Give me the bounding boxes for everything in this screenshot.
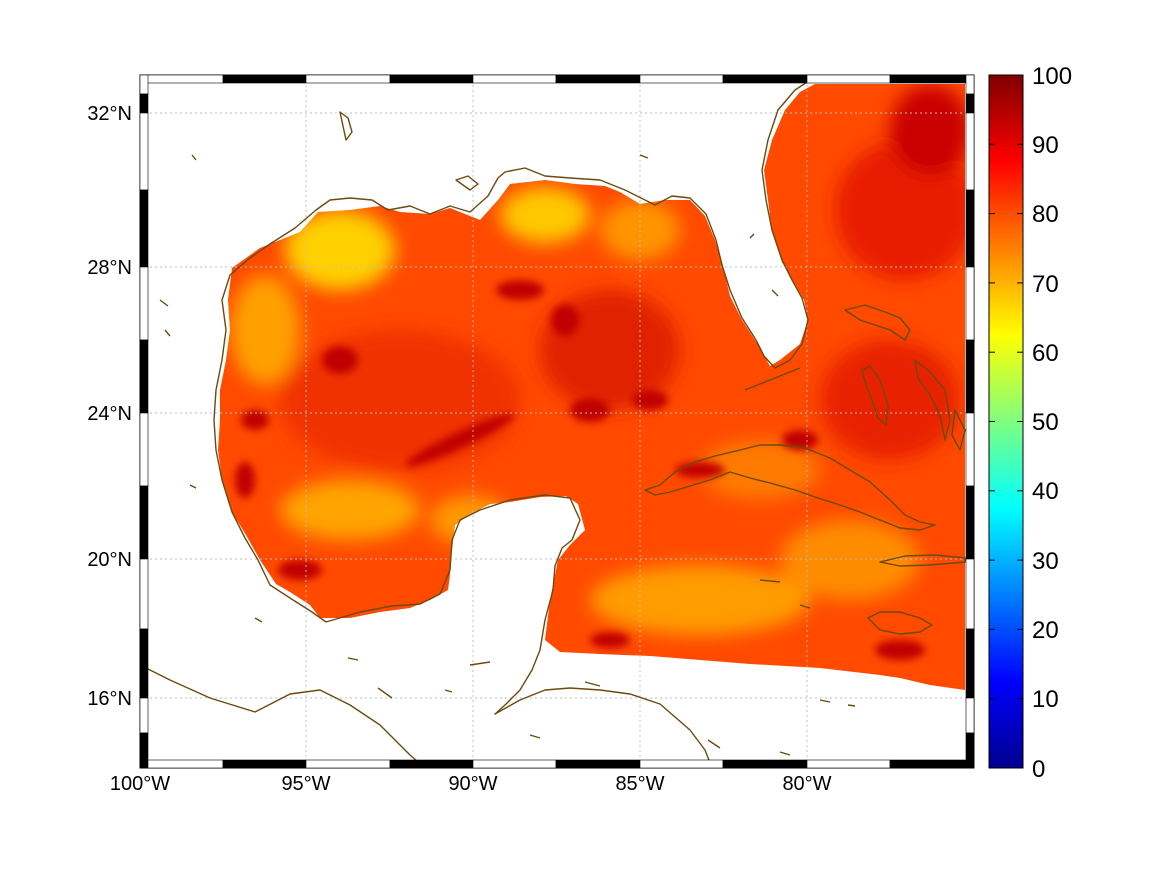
frame-bottom-segment [555, 759, 641, 769]
graticule [140, 75, 974, 768]
frame-right-segment [965, 93, 975, 114]
frame-bottom-segment [472, 759, 557, 769]
frame-bottom-segment [305, 759, 391, 769]
lon-label-80w: 80°W [782, 773, 831, 795]
frame-left-segment [139, 339, 149, 414]
frame-top-segment [555, 74, 641, 84]
frame-top-segment [139, 74, 224, 84]
colorbar-label-50: 50 [1032, 409, 1059, 436]
frame-right-segment [965, 74, 975, 95]
frame-left-segment [139, 697, 149, 734]
colorbar-label-0: 0 [1032, 756, 1045, 783]
frame-left-segment [139, 74, 149, 95]
frame-right-segment [965, 558, 975, 630]
frame-bottom-segment [639, 759, 724, 769]
frame-right-segment [965, 266, 975, 341]
lat-label-24n: 24°N [87, 403, 132, 425]
colorbar-label-100: 100 [1032, 63, 1072, 90]
frame-right-segment [965, 339, 975, 414]
frame-top-segment [639, 74, 724, 84]
frame-top-segment [722, 74, 808, 84]
frame-right-segment [965, 732, 975, 769]
lon-label-90w: 90°W [448, 773, 497, 795]
lat-label-28n: 28°N [87, 257, 132, 279]
colorbar-ticks [989, 74, 1023, 769]
latitude-labels: 32°N 28°N 24°N 20°N 16°N [87, 103, 132, 710]
colorbar-label-40: 40 [1032, 478, 1059, 505]
frame-top-segment [472, 74, 557, 84]
bahamas-andros [861, 365, 889, 426]
frame-left-segment [139, 189, 149, 268]
map-frame [139, 74, 975, 769]
colorbar-label-80: 80 [1032, 201, 1059, 228]
colorbar-label-20: 20 [1032, 617, 1059, 644]
frame-left-segment [139, 412, 149, 487]
lon-label-100w: 100°W [110, 773, 170, 795]
cuba-coastline [644, 444, 936, 531]
colorbar: 100 90 80 70 60 50 40 30 20 10 0 [988, 63, 1072, 783]
frame-left-segment [139, 732, 149, 769]
hispaniola-coastline [879, 554, 966, 567]
frame-left-segment [139, 628, 149, 699]
frame-top-segment [222, 74, 307, 84]
small-islands [159, 111, 856, 756]
jamaica-coastline [867, 611, 933, 635]
frame-bottom-segment [889, 759, 975, 769]
frame-left-segment [139, 558, 149, 630]
bahamas-islands [844, 304, 966, 451]
frame-left-segment [139, 93, 149, 114]
frame-top-segment [305, 74, 391, 84]
frame-right-segment [965, 412, 975, 487]
frame-bottom-segment [722, 759, 808, 769]
frame-left-segment [139, 485, 149, 560]
colorbar-label-30: 30 [1032, 548, 1059, 575]
longitude-labels: 100°W 95°W 90°W 85°W 80°W [110, 773, 832, 795]
colorbar-labels: 100 90 80 70 60 50 40 30 20 10 0 [1032, 63, 1072, 783]
colorbar-label-90: 90 [1032, 132, 1059, 159]
frame-bottom-segment [139, 759, 224, 769]
frame-bottom-segment [222, 759, 307, 769]
frame-top-segment [389, 74, 474, 84]
frame-right-segment [965, 628, 975, 699]
frame-top-segment [806, 74, 891, 84]
frame-bottom-segment [389, 759, 474, 769]
yucatan-coastline [325, 494, 713, 768]
coastline-layer [140, 75, 966, 768]
lat-label-32n: 32°N [87, 103, 132, 125]
lon-label-85w: 85°W [615, 773, 664, 795]
frame-right-segment [965, 697, 975, 734]
colorbar-label-60: 60 [1032, 340, 1059, 367]
lat-label-20n: 20°N [87, 549, 132, 571]
ocean-field-layer [218, 84, 965, 690]
frame-left-segment [139, 266, 149, 341]
gulf-coastline [140, 664, 426, 768]
lon-label-95w: 95°W [281, 773, 330, 795]
colorbar-label-70: 70 [1032, 271, 1059, 298]
us-mexico-coastline [213, 75, 819, 623]
colorbar-label-10: 10 [1032, 686, 1059, 713]
frame-right-segment [965, 112, 975, 191]
frame-bottom-segment [806, 759, 891, 769]
florida-keys [744, 367, 801, 391]
frame-top-segment [889, 74, 975, 84]
frame-left-segment [139, 112, 149, 191]
lat-label-16n: 16°N [87, 688, 132, 710]
frame-right-segment [965, 485, 975, 560]
frame-right-segment [965, 189, 975, 268]
